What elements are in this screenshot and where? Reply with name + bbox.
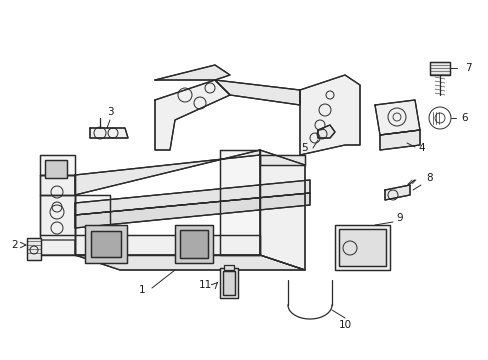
Bar (180, 230, 207, 258)
Polygon shape (75, 255, 305, 270)
Polygon shape (220, 150, 260, 255)
Polygon shape (75, 150, 260, 195)
Text: 5: 5 (301, 143, 307, 153)
Polygon shape (260, 155, 305, 165)
Polygon shape (40, 175, 75, 255)
Bar (334, 225, 389, 270)
Polygon shape (374, 100, 419, 135)
Polygon shape (90, 128, 128, 138)
Polygon shape (40, 175, 75, 195)
Bar (175, 225, 213, 263)
Bar (223, 271, 235, 295)
Bar (27, 238, 41, 260)
Bar (338, 229, 385, 266)
Polygon shape (379, 130, 419, 150)
Bar (91, 231, 121, 257)
Text: 4: 4 (418, 143, 425, 153)
Text: 11: 11 (198, 280, 211, 290)
Polygon shape (260, 150, 305, 270)
Polygon shape (40, 195, 75, 235)
Text: 6: 6 (461, 113, 468, 123)
Text: 10: 10 (338, 320, 351, 330)
Text: 2: 2 (12, 240, 18, 250)
Polygon shape (75, 195, 110, 255)
Bar (27, 238, 41, 260)
Bar (175, 225, 213, 263)
Bar (220, 268, 238, 298)
Bar (224, 265, 234, 270)
Polygon shape (75, 193, 309, 228)
Bar (85, 225, 127, 263)
Polygon shape (317, 125, 334, 138)
Bar (91, 231, 121, 257)
Bar (180, 230, 207, 258)
Bar (85, 225, 127, 263)
Text: 1: 1 (139, 285, 145, 295)
Bar (220, 268, 238, 298)
Bar (334, 225, 389, 270)
Polygon shape (429, 62, 449, 75)
Polygon shape (384, 185, 409, 200)
Polygon shape (75, 235, 260, 255)
Polygon shape (155, 80, 229, 150)
Text: 3: 3 (106, 107, 113, 117)
Text: 9: 9 (396, 213, 403, 223)
Bar (223, 271, 235, 295)
Polygon shape (40, 155, 75, 175)
Bar (45, 160, 67, 178)
Bar (338, 229, 385, 266)
Text: 8: 8 (426, 173, 432, 183)
Polygon shape (75, 180, 309, 215)
Text: 7: 7 (464, 63, 470, 73)
Bar (45, 160, 67, 178)
Polygon shape (35, 240, 75, 255)
Polygon shape (215, 80, 299, 105)
Polygon shape (299, 75, 359, 155)
Polygon shape (155, 65, 229, 80)
